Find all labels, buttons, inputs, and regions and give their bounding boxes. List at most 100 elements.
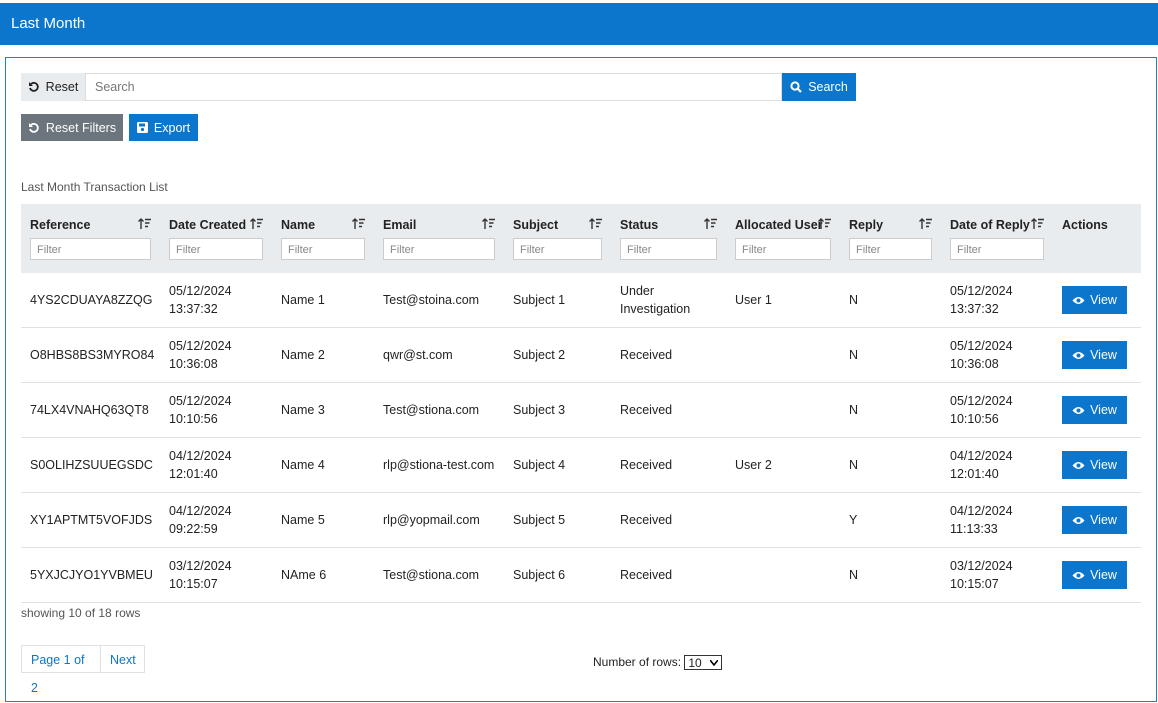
page-indicator: Page 1 of 2 xyxy=(21,645,101,673)
table-cell: 05/12/202410:36:08 xyxy=(941,328,1053,383)
reset-filters-button[interactable]: Reset Filters xyxy=(21,114,123,141)
filter-input[interactable]: Filter xyxy=(383,238,495,260)
caret xyxy=(710,660,718,666)
next-button[interactable]: Next xyxy=(100,645,145,673)
table-cell: rlp@yopmail.com xyxy=(374,493,504,548)
table-cell: 04/12/202411:13:33 xyxy=(941,493,1053,548)
cell-text: Name 4 xyxy=(281,456,365,474)
sort-button[interactable] xyxy=(589,218,603,233)
table-cell: Received xyxy=(611,548,726,603)
view-label: View xyxy=(1090,456,1117,474)
sort-icon xyxy=(482,218,496,230)
column-header: ReferenceFilter xyxy=(21,204,160,273)
cell-text: User 2 xyxy=(735,456,831,474)
rows-label: Number of rows: xyxy=(593,655,681,669)
table-cell: N xyxy=(840,328,941,383)
filter-input[interactable]: Filter xyxy=(620,238,717,260)
table-cell: 05/12/202413:37:32 xyxy=(941,273,1053,328)
table-cell: N xyxy=(840,273,941,328)
sort-button[interactable] xyxy=(818,218,832,233)
column-label: Date Created xyxy=(169,218,263,232)
cell-text: User 1 xyxy=(735,291,831,309)
table-cell: 05/12/202413:37:32 xyxy=(160,273,272,328)
table-cell: 04/12/202409:22:59 xyxy=(160,493,272,548)
sort-icon xyxy=(138,218,152,230)
reset-button[interactable]: Reset xyxy=(21,73,85,101)
cell-text: Subject 4 xyxy=(513,456,602,474)
view-button[interactable]: View xyxy=(1062,341,1127,369)
view-button[interactable]: View xyxy=(1062,286,1127,314)
cell-text: N xyxy=(849,456,932,474)
cell-line: 10:36:08 xyxy=(169,355,263,373)
column-label: Actions xyxy=(1062,218,1132,232)
column-label: Date of Reply xyxy=(950,218,1044,232)
sort-button[interactable] xyxy=(704,218,718,233)
table-cell: User 1 xyxy=(726,273,840,328)
row-count: showing 10 of 18 rows xyxy=(21,606,140,620)
table-cell: XY1APTMT5VOFJDS xyxy=(21,493,160,548)
sort-button[interactable] xyxy=(1031,218,1045,233)
cell-text: rlp@stiona-test.com xyxy=(383,456,495,474)
cell-text: Test@stoina.com xyxy=(383,291,495,309)
table-cell: Test@stoina.com xyxy=(374,273,504,328)
sort-button[interactable] xyxy=(250,218,264,233)
search-button[interactable]: Search xyxy=(782,73,856,101)
view-button[interactable]: View xyxy=(1062,561,1127,589)
filter-input[interactable]: Filter xyxy=(30,238,151,260)
view-button[interactable]: View xyxy=(1062,506,1127,534)
sort-button[interactable] xyxy=(138,218,152,233)
column-header: Date of Reply Filter xyxy=(941,204,1053,273)
sort-button[interactable] xyxy=(482,218,496,233)
export-label: Export xyxy=(154,121,190,135)
cell-line: 05/12/2024 xyxy=(950,337,1044,355)
table-cell: 04/12/202412:01:40 xyxy=(160,438,272,493)
column-header: Date Created Filter xyxy=(160,204,272,273)
table-cell: O8HBS8BS3MYRO84 xyxy=(21,328,160,383)
sort-button[interactable] xyxy=(352,218,366,233)
cell-text: Received xyxy=(620,566,700,584)
table-cell: Name 4 xyxy=(272,438,374,493)
view-button[interactable]: View xyxy=(1062,451,1127,479)
column-header: NameFilter xyxy=(272,204,374,273)
cell-text: O8HBS8BS3MYRO84 xyxy=(30,346,151,364)
filter-input[interactable]: Filter xyxy=(513,238,602,260)
cell-text: Test@stiona.com xyxy=(383,401,495,419)
table-cell xyxy=(726,493,840,548)
cell-line: 12:01:40 xyxy=(950,465,1044,483)
rows-select[interactable]: 10 xyxy=(684,655,722,670)
export-button[interactable]: Export xyxy=(129,114,198,141)
table-caption: Last Month Transaction List xyxy=(21,180,168,194)
table-cell: N xyxy=(840,383,941,438)
table-cell: Subject 6 xyxy=(504,548,611,603)
table-row: 74LX4VNAHQ63QT805/12/202410:10:56Name 3T… xyxy=(21,383,1141,438)
table-cell xyxy=(726,328,840,383)
table-cell: Received xyxy=(611,328,726,383)
eye-icon xyxy=(1072,296,1085,305)
table-cell: Subject 2 xyxy=(504,328,611,383)
filter-input[interactable]: Filter xyxy=(849,238,932,260)
filter-input[interactable]: Filter xyxy=(169,238,263,260)
cell-text: N xyxy=(849,401,932,419)
table-cell: Y xyxy=(840,493,941,548)
cell-line: 04/12/2024 xyxy=(950,502,1044,520)
cell-text: Y xyxy=(849,511,932,529)
table-cell xyxy=(726,383,840,438)
table-cell: Test@stiona.com xyxy=(374,548,504,603)
view-label: View xyxy=(1090,291,1117,309)
filter-input[interactable]: Filter xyxy=(281,238,365,260)
table-cell: Name 5 xyxy=(272,493,374,548)
action-cell: View xyxy=(1053,493,1141,548)
cell-text: Test@stiona.com xyxy=(383,566,495,584)
view-label: View xyxy=(1090,401,1117,419)
view-button[interactable]: View xyxy=(1062,396,1127,424)
filter-input[interactable]: Filter xyxy=(735,238,831,260)
filter-placeholder: Filter xyxy=(520,244,544,256)
search-input[interactable]: Search xyxy=(85,73,782,101)
column-header: EmailFilter xyxy=(374,204,504,273)
cell-line: 05/12/2024 xyxy=(169,392,263,410)
filter-input[interactable]: Filter xyxy=(950,238,1044,260)
column-label: Allocated User xyxy=(735,218,831,232)
sort-button[interactable] xyxy=(919,218,933,233)
cell-text: qwr@st.com xyxy=(383,346,495,364)
